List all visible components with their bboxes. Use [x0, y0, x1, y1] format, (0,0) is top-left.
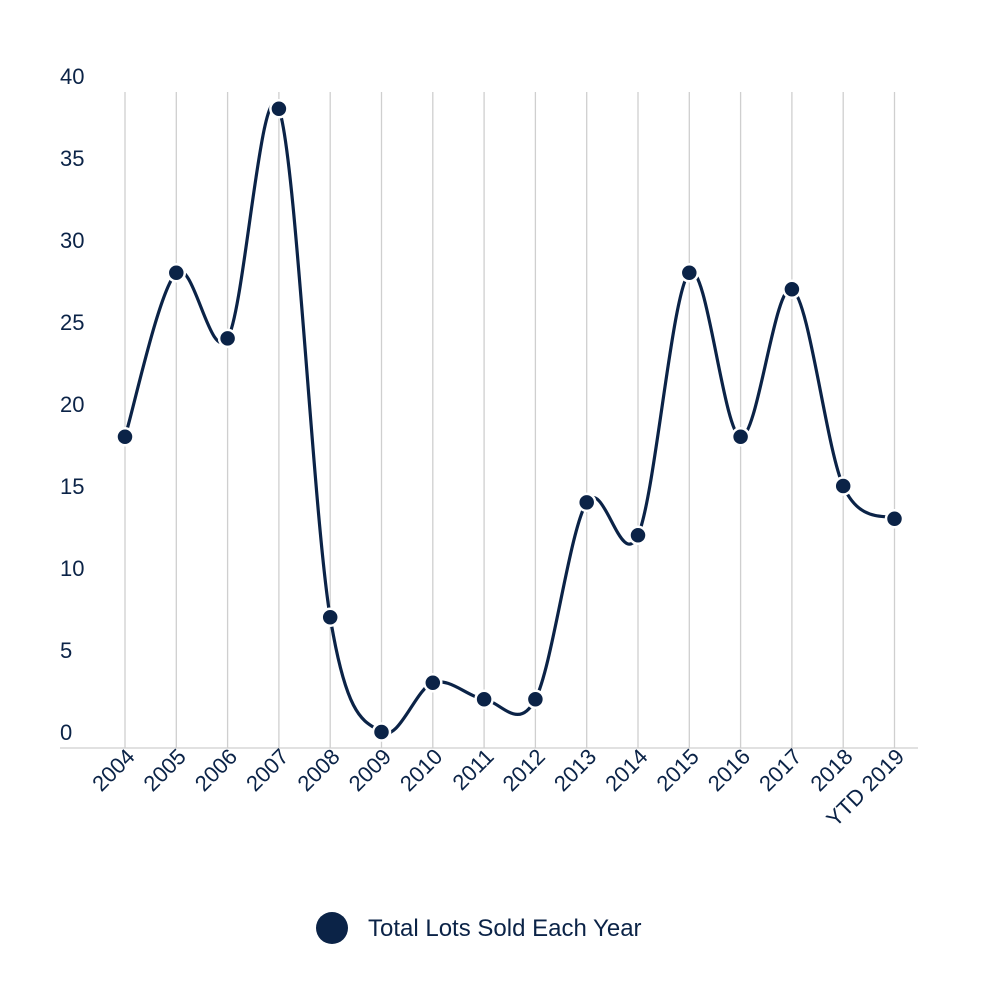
- x-axis-ticks: 2004 2005 2006 2007 2008 2009 2010 2011 2012 2013…: [87, 744, 909, 832]
- y-axis-ticks: 0 5 10 15 20 25 30 35 40: [60, 64, 84, 745]
- y-tick-label: 40: [60, 64, 84, 89]
- data-point: [730, 427, 751, 447]
- x-tick-label: 2016: [703, 744, 755, 796]
- series: [115, 99, 905, 742]
- data-point: [833, 476, 853, 496]
- series-line: [123, 101, 897, 735]
- data-point: [679, 263, 700, 283]
- x-tick-label: 2012: [498, 744, 550, 796]
- data-point: [628, 525, 648, 545]
- data-point: [423, 673, 443, 693]
- y-tick-label: 10: [60, 556, 84, 581]
- grid: [124, 92, 896, 748]
- data-point: [474, 689, 494, 709]
- data-point: [217, 328, 238, 349]
- x-tick-label: 2005: [139, 744, 191, 796]
- data-point: [115, 427, 135, 447]
- y-tick-label: 35: [60, 146, 84, 171]
- x-tick-label: 2015: [652, 744, 704, 796]
- data-point: [166, 263, 187, 283]
- x-tick-label: 2013: [549, 744, 601, 796]
- data-point: [782, 279, 802, 299]
- x-tick-label: 2014: [600, 744, 652, 796]
- data-point: [576, 492, 597, 513]
- data-point: [884, 509, 905, 529]
- data-point: [525, 689, 546, 709]
- y-tick-label: 30: [60, 228, 84, 253]
- x-tick-label: 2009: [344, 744, 396, 796]
- y-tick-label: 5: [60, 638, 72, 663]
- y-tick-label: 25: [60, 310, 84, 335]
- x-tick-label: 2010: [395, 744, 447, 796]
- legend: Total Lots Sold Each Year: [316, 912, 642, 944]
- x-tick-label: 2004: [87, 744, 139, 796]
- x-tick-label: 2011: [448, 744, 499, 795]
- x-tick-label: 2008: [292, 744, 344, 796]
- data-point: [320, 607, 340, 627]
- y-tick-label: 15: [60, 474, 84, 499]
- data-point: [371, 722, 392, 742]
- legend-marker: [316, 912, 348, 944]
- y-tick-label: 0: [60, 720, 72, 745]
- x-tick-label: 2006: [190, 744, 242, 796]
- x-tick-label: 2017: [754, 744, 806, 796]
- y-tick-label: 20: [60, 392, 84, 417]
- data-point: [269, 99, 289, 119]
- legend-label: Total Lots Sold Each Year: [368, 915, 642, 942]
- x-tick-label: 2007: [241, 744, 293, 796]
